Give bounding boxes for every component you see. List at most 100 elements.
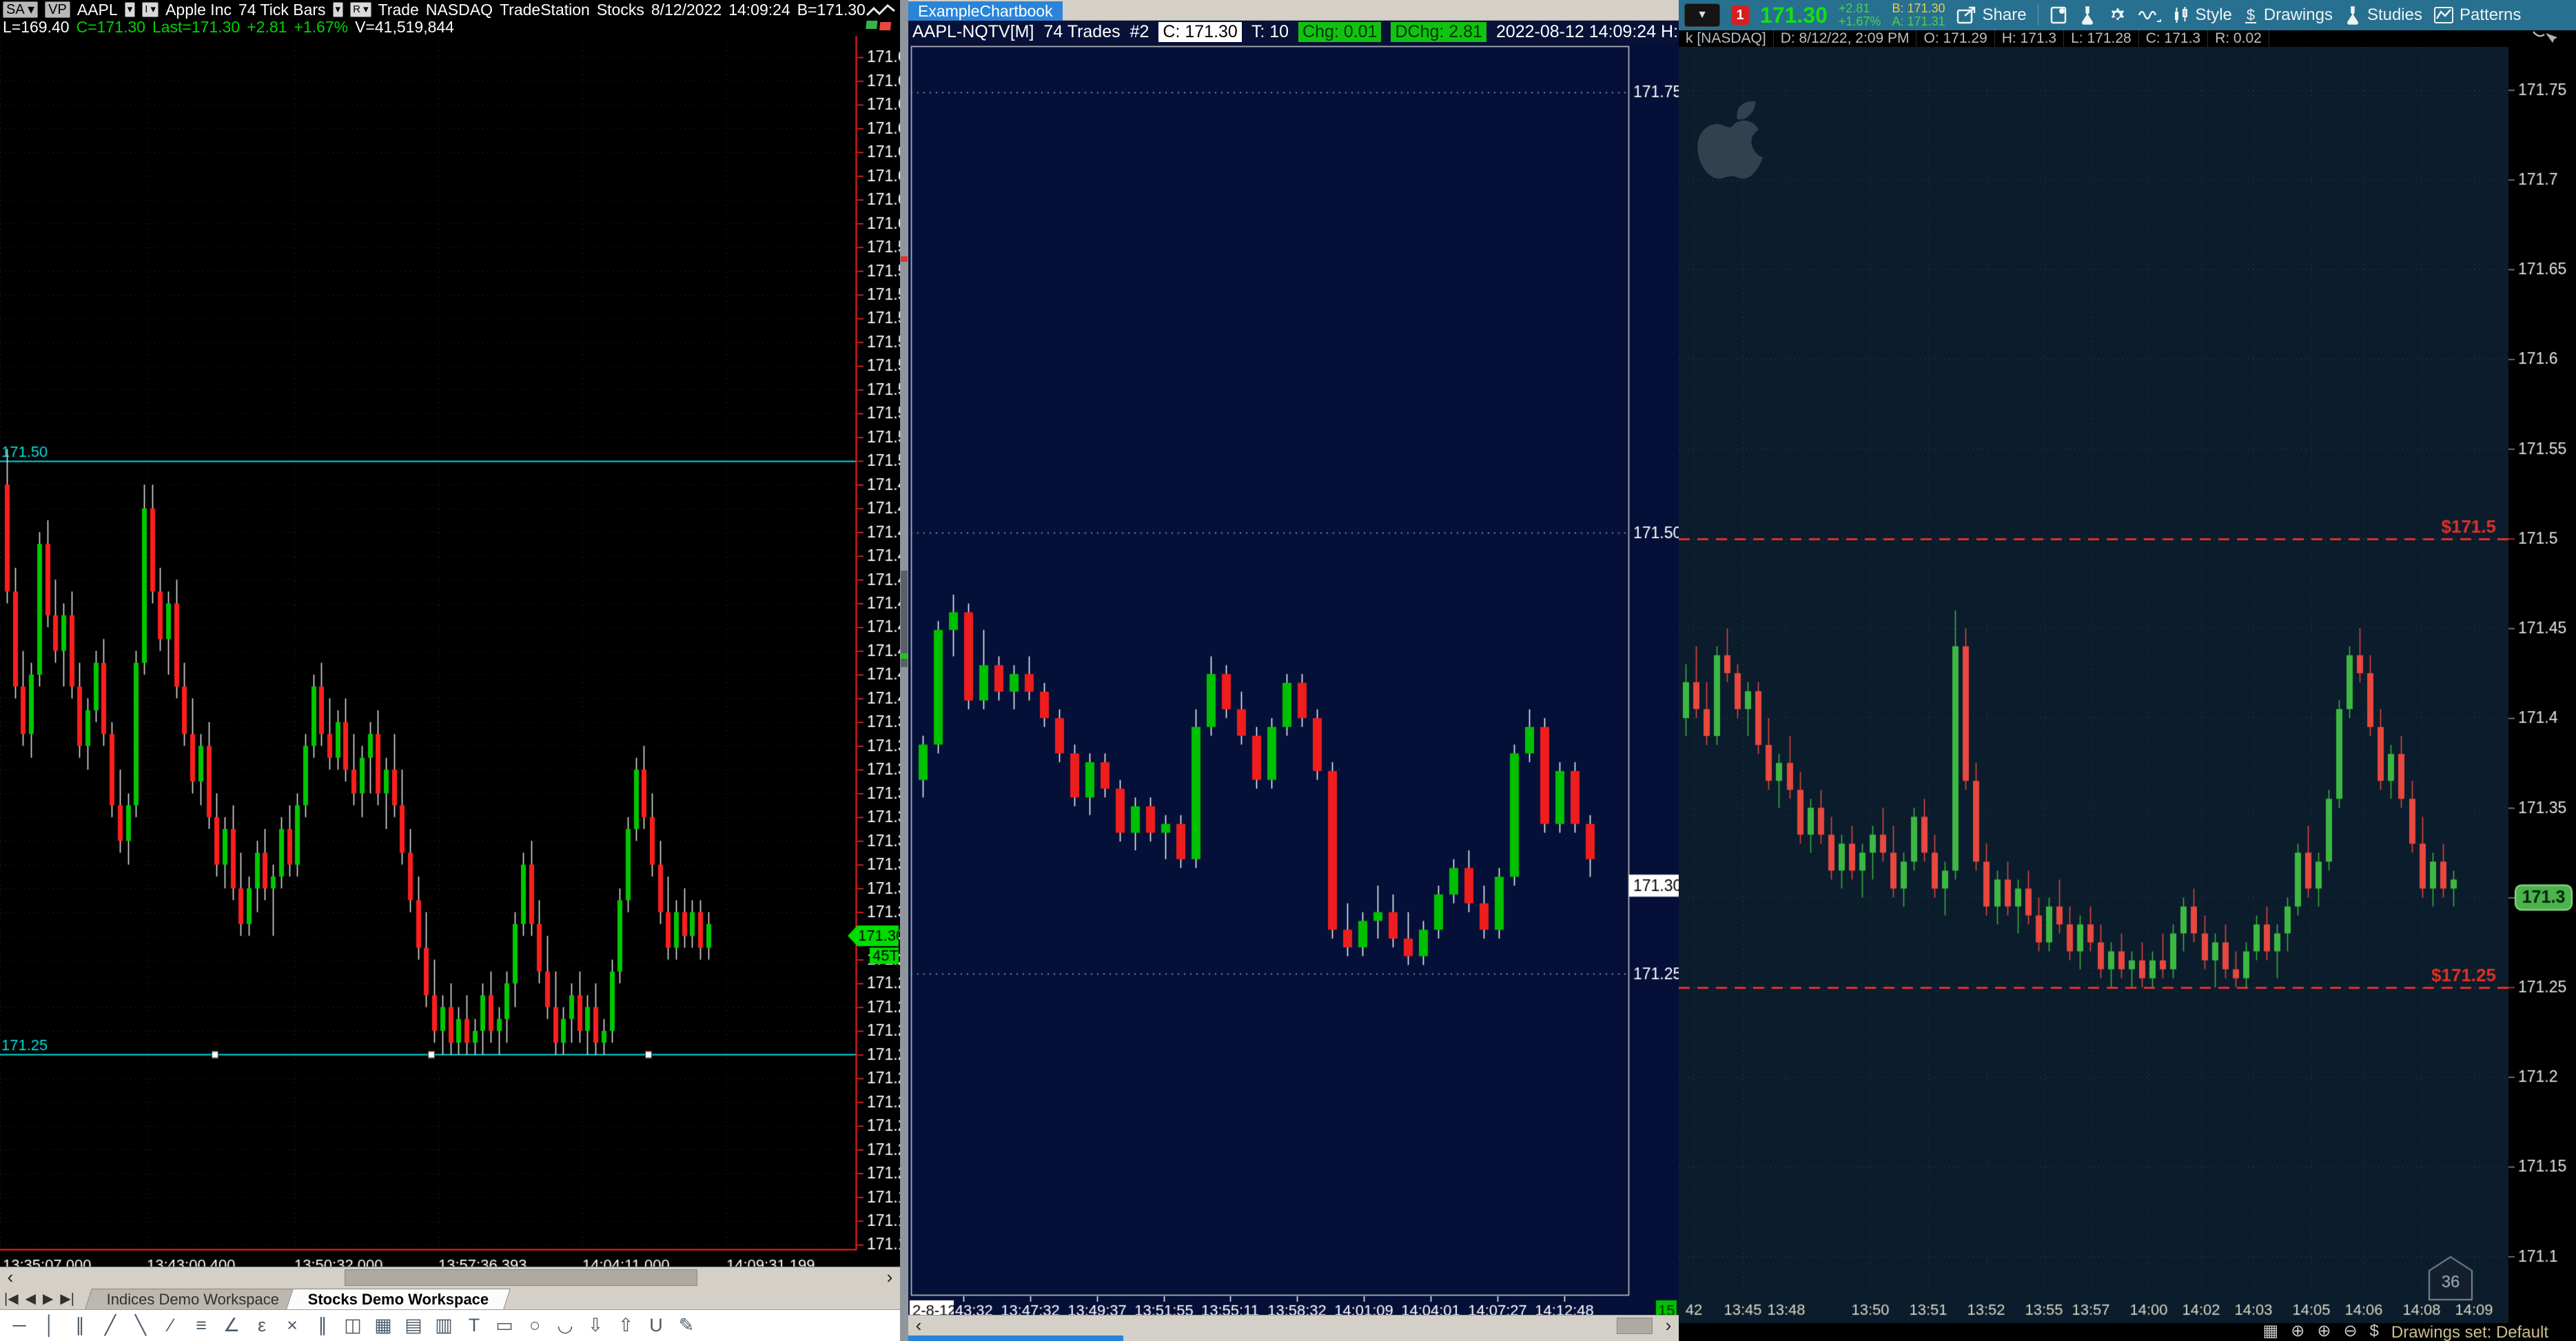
dollar-icon: $ <box>2245 6 2256 23</box>
chart-analysis-icon[interactable] <box>866 4 896 32</box>
tradestation-chart-header: SA ▾ VP AAPL ▾ I ▾ Apple Inc 74 Tick Bars ▾ R ▾ T… <box>0 0 900 36</box>
tab-nav-arrow-icon[interactable]: ▶ <box>42 1291 54 1307</box>
style-button[interactable]: Style <box>2172 6 2232 25</box>
drawing-tool-button-text-tool[interactable]: T <box>468 1315 480 1335</box>
header-row-2: L=169.40 C=171.30 Last=171.30 +2.81 +1.67% V=… <box>3 19 872 35</box>
scrollbar-thumb[interactable] <box>345 1269 697 1286</box>
drawing-tool-button-fib-fan[interactable]: × <box>287 1315 298 1335</box>
header-segment[interactable]: R ▾ <box>350 2 371 17</box>
ohlc-cell: D: 8/12/22, 2:09 PM <box>1774 30 1917 47</box>
drawing-tool-button-lock-drawing-tool[interactable]: ✎ <box>678 1315 695 1335</box>
zoom-out-icon[interactable]: ⊖ <box>2343 1323 2358 1340</box>
header-segment[interactable]: ▾ <box>332 2 344 17</box>
symbol-dropdown[interactable]: ▼ <box>1684 3 1720 27</box>
drawing-tool-button-parallel-lines[interactable]: ∥ <box>75 1315 85 1335</box>
drawings-set-label[interactable]: Drawings set: Default <box>2391 1323 2548 1341</box>
header-segment[interactable]: AAPL <box>76 1 118 19</box>
share-button[interactable]: Share <box>1956 6 2027 25</box>
header-segment[interactable]: B=171.30 <box>797 1 866 19</box>
header-segment[interactable]: ▾ <box>124 2 136 17</box>
zoom-in-icon[interactable]: ⊕ <box>2291 1323 2305 1340</box>
drawing-tool-button-ellipse-tool[interactable]: ○ <box>529 1315 541 1335</box>
chartbook-hscrollbar[interactable]: ‹ › <box>908 1315 1679 1335</box>
style-label: Style <box>2195 6 2232 24</box>
drawing-tool-button-pointer-line[interactable]: ─ <box>12 1315 26 1335</box>
grid-settings-icon[interactable]: ▦ <box>2262 1323 2279 1340</box>
header-segment[interactable]: SA ▾ <box>3 1 39 18</box>
drawing-tool-button-arc-tool[interactable]: ◡ <box>557 1315 573 1335</box>
scroll-right-icon[interactable]: › <box>886 1267 893 1287</box>
header-segment[interactable]: Stocks <box>596 1 644 19</box>
tab-nav-arrow-icon[interactable]: |◀ <box>4 1291 19 1307</box>
scroll-left-icon[interactable]: ‹ <box>7 1267 14 1287</box>
sell-mark-icon <box>901 256 908 262</box>
header-segment: L=169.40 <box>3 19 70 35</box>
quote-segment: 2022-08-12 14:09:24 H: 171.30 L: 171.29 … <box>1495 21 1679 41</box>
dollar-axis-icon[interactable]: $ <box>2369 1323 2379 1340</box>
tradestation-chart[interactable] <box>0 36 900 1267</box>
drawing-tool-button-extended-line[interactable]: ╲ <box>134 1315 147 1335</box>
drawing-tool-button-vertical-line[interactable]: │ <box>43 1315 56 1335</box>
header-segment[interactable]: Trade <box>378 1 419 19</box>
crosshair-cursor-icon[interactable] <box>2532 28 2557 48</box>
header-segment: C=171.30 <box>76 19 145 35</box>
drawing-tool-button-rectangle-tool[interactable]: ▭ <box>495 1315 513 1335</box>
workspace-tab[interactable]: Stocks Demo Workspace <box>286 1289 511 1309</box>
patterns-button[interactable]: Patterns <box>2433 6 2521 25</box>
ohlc-cell: H: 171.3 <box>1995 30 2065 47</box>
tab-nav-arrow-icon[interactable]: ▶| <box>60 1291 74 1307</box>
thinkorswim-chart[interactable] <box>1679 47 2576 1323</box>
header-segment[interactable]: 8/12/2022 <box>651 1 722 19</box>
drawing-tool-button-channel-tool[interactable]: ▥ <box>435 1315 453 1335</box>
header-segment[interactable]: 74 Tick Bars <box>238 1 326 19</box>
alert-badge[interactable]: 1 <box>1731 6 1749 25</box>
quote-segment: T: 10 <box>1251 21 1289 41</box>
drawing-tool-button-trendline[interactable]: ╱ <box>104 1315 116 1335</box>
zoom-reset-icon[interactable]: ⊕ <box>2317 1323 2331 1340</box>
scroll-left-icon[interactable]: ‹ <box>915 1315 922 1335</box>
apple-logo-watermark <box>1697 101 1763 179</box>
studies-button[interactable]: Studies <box>2344 6 2422 25</box>
scrollbar-thumb[interactable] <box>1617 1318 1653 1334</box>
ohlc-cell: C: 171.3 <box>2139 30 2209 47</box>
drawing-tool-button-arrow-down-tool[interactable]: ⇩ <box>587 1315 604 1335</box>
header-segment[interactable]: I ▾ <box>142 2 159 17</box>
chartbook-statusbar <box>908 1335 1679 1341</box>
header-segment[interactable]: Apple Inc <box>165 1 232 19</box>
drawing-tool-button-fib-retracement[interactable]: ε <box>257 1315 267 1335</box>
drawing-tool-button-gann-box[interactable]: ◫ <box>344 1315 362 1335</box>
tab-examplechartbook[interactable]: ExampleChartbook <box>908 1 1063 21</box>
style-icon <box>2174 7 2187 23</box>
drawings-button[interactable]: $ Drawings <box>2243 6 2333 25</box>
drawing-tool-button-andrews-tool[interactable]: ▤ <box>405 1315 422 1335</box>
header-segment[interactable]: TradeStation <box>499 1 590 19</box>
header-segment[interactable]: VP <box>45 1 70 18</box>
quote-segment: 74 Trades <box>1043 21 1121 41</box>
separator-thumb[interactable] <box>901 571 908 667</box>
header-segment[interactable]: NASDAQ <box>425 1 493 19</box>
drawing-tool-button-pitchfork[interactable]: ∥ <box>318 1315 327 1335</box>
drawing-tool-button-grid-tool[interactable]: ▦ <box>374 1315 392 1335</box>
examplechartbook-chart[interactable] <box>908 43 1679 1315</box>
drawing-tool-button-horizontal-levels[interactable]: ≡ <box>196 1315 207 1335</box>
waveform-icon[interactable] <box>2138 6 2161 24</box>
scroll-right-icon[interactable]: › <box>1665 1315 1672 1335</box>
panel-separator-scrollbar[interactable] <box>900 0 908 1341</box>
flask-icon[interactable] <box>2078 6 2096 25</box>
notes-icon[interactable] <box>2049 6 2067 24</box>
header-segment: Last=171.30 <box>152 19 241 35</box>
tab-nav-arrow-icon[interactable]: ◀ <box>25 1291 36 1307</box>
drawing-tool-button-ray-line[interactable]: ⁄ <box>169 1315 173 1335</box>
tradestation-hscrollbar[interactable]: ‹ › <box>0 1267 900 1287</box>
ohlc-cell: L: 171.28 <box>2064 30 2139 47</box>
drawing-tool-button-angle-tool[interactable]: ∠ <box>223 1315 241 1335</box>
drawing-tool-button-arrow-up-tool[interactable]: ⇧ <box>617 1315 634 1335</box>
ohlc-cell: k [NASDAQ] <box>1679 30 1774 47</box>
workspace-tab[interactable]: Indices Demo Workspace <box>85 1289 302 1309</box>
header-segment: V=41,519,844 <box>355 19 454 35</box>
header-segment[interactable]: 14:09:24 <box>728 1 790 19</box>
gear-icon[interactable] <box>2107 6 2127 25</box>
tos-chart-toolbar: ▼ 1 171.30 +2.81 +1.67% B: 171.30 A: 171… <box>1679 0 2576 30</box>
quote-segment: DChg: 2.81 <box>1391 21 1486 42</box>
drawing-tool-button-magnet-tool[interactable]: U <box>649 1315 663 1335</box>
